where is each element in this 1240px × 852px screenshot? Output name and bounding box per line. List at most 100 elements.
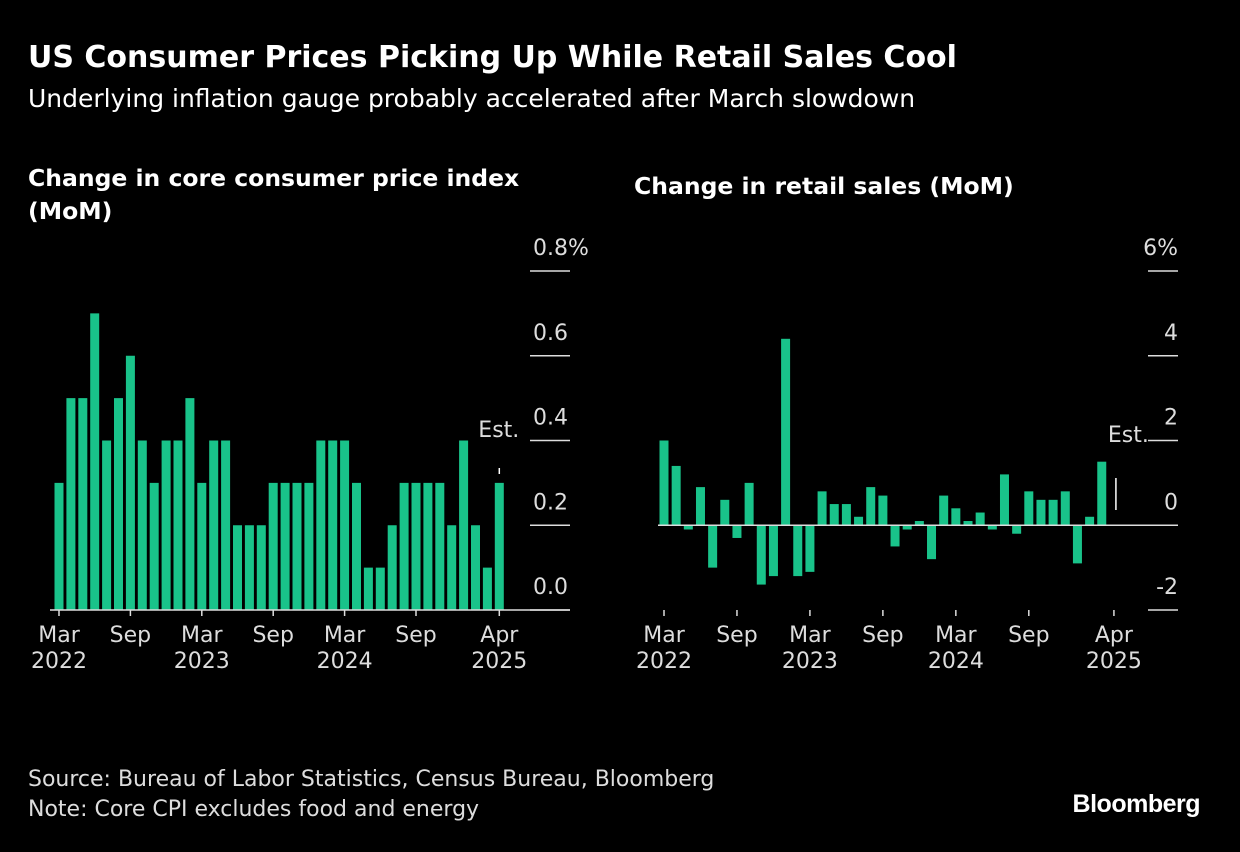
bar <box>914 521 924 526</box>
bar <box>902 525 912 530</box>
bar <box>805 525 815 572</box>
chart-title: Change in retail sales (MoM) <box>634 172 1014 200</box>
bar <box>720 499 730 526</box>
y-tick-label: 0.6 <box>533 321 568 346</box>
bar <box>732 525 742 538</box>
bar <box>280 482 290 610</box>
bar <box>435 482 445 610</box>
bar <box>411 482 421 610</box>
x-tick-label: Mar 2022 <box>636 623 692 674</box>
bar <box>781 338 791 526</box>
bar <box>975 512 985 526</box>
bar <box>659 440 669 526</box>
x-tick-label: Mar 2023 <box>781 623 838 674</box>
y-tick-label: 4 <box>1164 321 1178 346</box>
bar <box>793 525 803 577</box>
bar <box>471 525 480 610</box>
bar <box>866 487 876 526</box>
bar <box>1072 525 1082 564</box>
bar <box>817 491 827 526</box>
y-tick-label: 0.2 <box>533 490 568 515</box>
y-tick-label: 0.8% <box>533 236 589 261</box>
bar <box>161 440 171 610</box>
bar <box>999 474 1009 526</box>
bar <box>756 525 766 585</box>
bar <box>854 516 864 526</box>
bar <box>459 440 469 610</box>
bar <box>494 482 504 610</box>
x-tick-label: Sep <box>1008 623 1050 648</box>
bar <box>316 440 326 610</box>
bar <box>256 525 266 610</box>
bar <box>54 482 64 610</box>
bar <box>878 495 888 526</box>
bar <box>304 482 314 610</box>
x-tick-label: Sep <box>862 623 904 648</box>
bar <box>363 567 373 610</box>
bar <box>987 525 997 530</box>
bar <box>683 525 693 530</box>
bar <box>173 440 183 610</box>
bar <box>482 567 492 610</box>
y-tick-label: 6% <box>1143 236 1178 261</box>
chart-title: Change in core consumer price index (MoM… <box>28 164 520 225</box>
bar <box>399 482 409 610</box>
bar <box>209 440 219 610</box>
bar <box>197 482 207 610</box>
bar <box>102 440 112 610</box>
logo: Bloomberg <box>1072 790 1201 818</box>
bar <box>695 487 705 526</box>
bar <box>137 440 147 610</box>
note: Note: Core CPI excludes food and energy <box>28 797 480 822</box>
annotation: Est. <box>1108 423 1149 448</box>
bar <box>387 525 397 610</box>
subtitle: Underlying inflation gauge probably acce… <box>28 84 916 113</box>
x-tick-label: Mar 2022 <box>31 623 87 674</box>
y-tick-label: 0.0 <box>533 575 568 600</box>
bar <box>1060 491 1070 526</box>
bar <box>1024 491 1034 526</box>
bar <box>375 567 385 610</box>
y-tick-label: 0.4 <box>533 406 568 431</box>
bar <box>671 465 681 526</box>
bar <box>951 508 961 526</box>
bar <box>125 355 135 610</box>
bar <box>292 482 302 610</box>
bar <box>768 525 778 577</box>
bar <box>66 398 76 610</box>
bar <box>841 504 851 526</box>
bar <box>185 398 195 610</box>
bar <box>1036 499 1046 526</box>
bar <box>939 495 949 526</box>
y-tick-label: -2 <box>1156 575 1178 600</box>
bar <box>149 482 159 610</box>
x-tick-label: Sep <box>395 623 437 648</box>
source: Source: Bureau of Labor Statistics, Cens… <box>28 767 715 792</box>
x-tick-label: Sep <box>109 623 152 648</box>
x-tick-label: Sep <box>716 623 758 648</box>
x-tick-label: Mar 2024 <box>927 623 984 674</box>
bar <box>708 525 718 568</box>
bar <box>340 440 350 610</box>
bar <box>352 482 361 610</box>
x-tick-label: Sep <box>252 623 294 648</box>
bar <box>963 521 973 526</box>
bar <box>1048 499 1058 526</box>
y-tick-label: 2 <box>1164 406 1178 431</box>
bar <box>221 440 231 610</box>
y-tick-label: 0 <box>1164 490 1178 515</box>
bar <box>78 398 88 610</box>
x-tick-label: Apr 2025 <box>471 623 528 674</box>
bar <box>233 525 242 610</box>
bar <box>927 525 937 560</box>
x-tick-label: Mar 2024 <box>316 623 373 674</box>
bar <box>447 525 457 610</box>
bar <box>90 313 100 610</box>
x-tick-label: Apr 2025 <box>1085 623 1142 674</box>
title: US Consumer Prices Picking Up While Reta… <box>28 40 957 75</box>
annotation: Est. <box>478 418 519 443</box>
x-tick-label: Mar 2023 <box>173 623 230 674</box>
bar <box>1012 525 1022 534</box>
